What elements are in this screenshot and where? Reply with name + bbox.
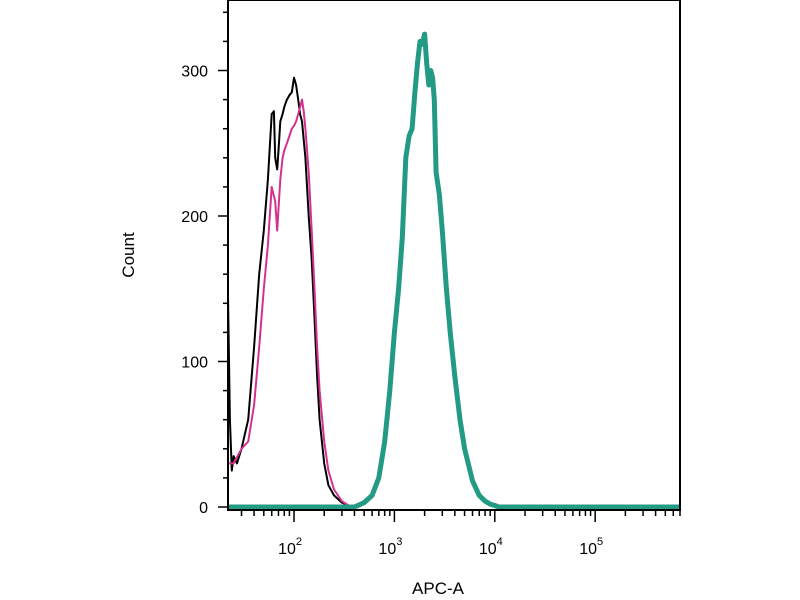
y-tick-label: 0 — [199, 500, 208, 517]
y-tick-label: 100 — [181, 355, 208, 372]
x-tick-label: 104 — [479, 536, 503, 558]
series-line-3 — [228, 31, 680, 510]
plot-frame — [227, 0, 681, 511]
y-axis: 0 100 200 300 — [181, 11, 228, 517]
y-axis-label: Count — [119, 232, 138, 278]
x-axis-label: APC-A — [412, 579, 465, 598]
x-tick-label: 103 — [378, 536, 402, 558]
x-axis: 102 103 104 105 — [240, 510, 681, 558]
y-tick-label: 300 — [181, 64, 208, 81]
series-line-1 — [228, 76, 356, 508]
series-line-2 — [228, 98, 356, 508]
series-layer — [228, 31, 680, 510]
y-tick-label: 200 — [181, 209, 208, 226]
x-tick-label: 102 — [278, 536, 302, 558]
x-tick-label: 105 — [579, 536, 603, 558]
